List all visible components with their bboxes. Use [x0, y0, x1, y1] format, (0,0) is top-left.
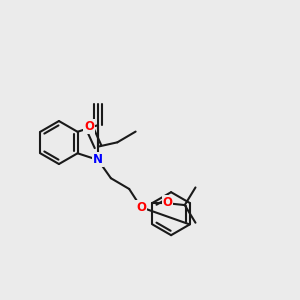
Text: O: O: [84, 120, 94, 134]
Text: N: N: [93, 153, 103, 167]
Text: O: O: [163, 196, 172, 209]
Text: O: O: [136, 201, 146, 214]
